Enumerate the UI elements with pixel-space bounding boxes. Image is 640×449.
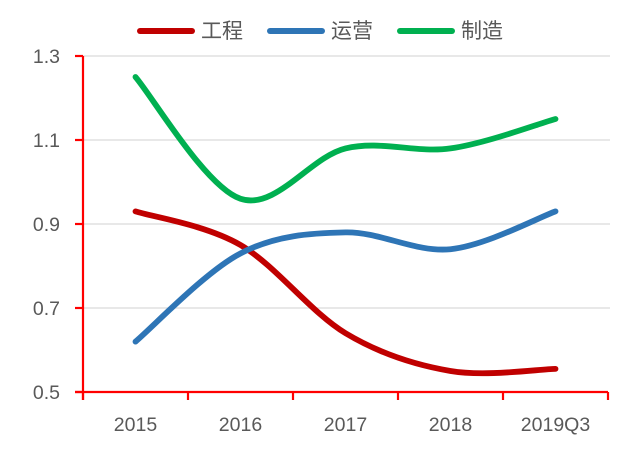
x-tick-label-2016: 2016: [219, 414, 262, 436]
x-tick-label-2017: 2017: [324, 414, 367, 436]
legend-swatch-engineering: [137, 28, 195, 34]
x-tick-label-2018: 2018: [429, 414, 472, 436]
x-tick-label-2015: 2015: [114, 414, 158, 436]
x-tick-label-2019Q3: 2019Q3: [521, 414, 590, 436]
legend-swatch-manufacturing: [397, 28, 455, 34]
legend-item-manufacturing: 制造: [397, 21, 503, 42]
legend-item-operations: 运营: [267, 21, 373, 42]
legend-swatch-operations: [267, 28, 325, 34]
y-tick-label-0.7: 0.7: [33, 298, 60, 320]
legend-item-engineering: 工程: [137, 21, 243, 42]
y-tick-label-1.1: 1.1: [33, 130, 60, 152]
legend-label-operations: 运营: [331, 19, 373, 43]
y-tick-label-1.3: 1.3: [33, 46, 60, 68]
y-tick-label-0.5: 0.5: [33, 382, 60, 404]
series-line-1: [132, 208, 559, 345]
y-tick-label-0.9: 0.9: [33, 214, 60, 236]
legend-label-engineering: 工程: [201, 19, 243, 43]
series-line-2: [132, 74, 559, 204]
chart-legend: 工程 运营 制造: [0, 16, 640, 46]
legend-label-manufacturing: 制造: [461, 19, 503, 43]
series-line-0: [132, 208, 559, 377]
